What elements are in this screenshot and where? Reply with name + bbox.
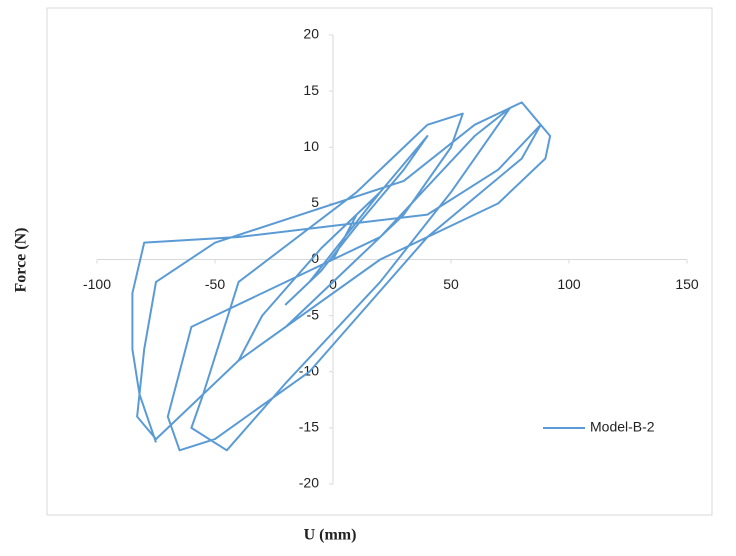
y-tick-label: 15 bbox=[303, 82, 319, 98]
x-axis-title: U (mm) bbox=[304, 527, 357, 544]
y-axis-title: Force (N) bbox=[13, 228, 30, 293]
x-tick-label: -50 bbox=[205, 276, 225, 292]
x-tick-label: -100 bbox=[83, 276, 111, 292]
data-line bbox=[131, 101, 552, 452]
y-tick-label: -20 bbox=[299, 475, 319, 491]
y-tick-label: 20 bbox=[303, 26, 319, 42]
legend-label: Model-B-2 bbox=[590, 419, 655, 435]
y-tick-label: 10 bbox=[303, 138, 319, 154]
x-tick-label: 150 bbox=[675, 276, 699, 292]
x-tick-label: 0 bbox=[329, 276, 337, 292]
x-tick-label: 100 bbox=[557, 276, 581, 292]
y-tick-label: -15 bbox=[299, 419, 319, 435]
x-tick-label: 50 bbox=[443, 276, 459, 292]
chart-frame bbox=[46, 7, 713, 516]
y-tick-label: 0 bbox=[311, 250, 319, 266]
y-tick-label: 5 bbox=[311, 194, 319, 210]
